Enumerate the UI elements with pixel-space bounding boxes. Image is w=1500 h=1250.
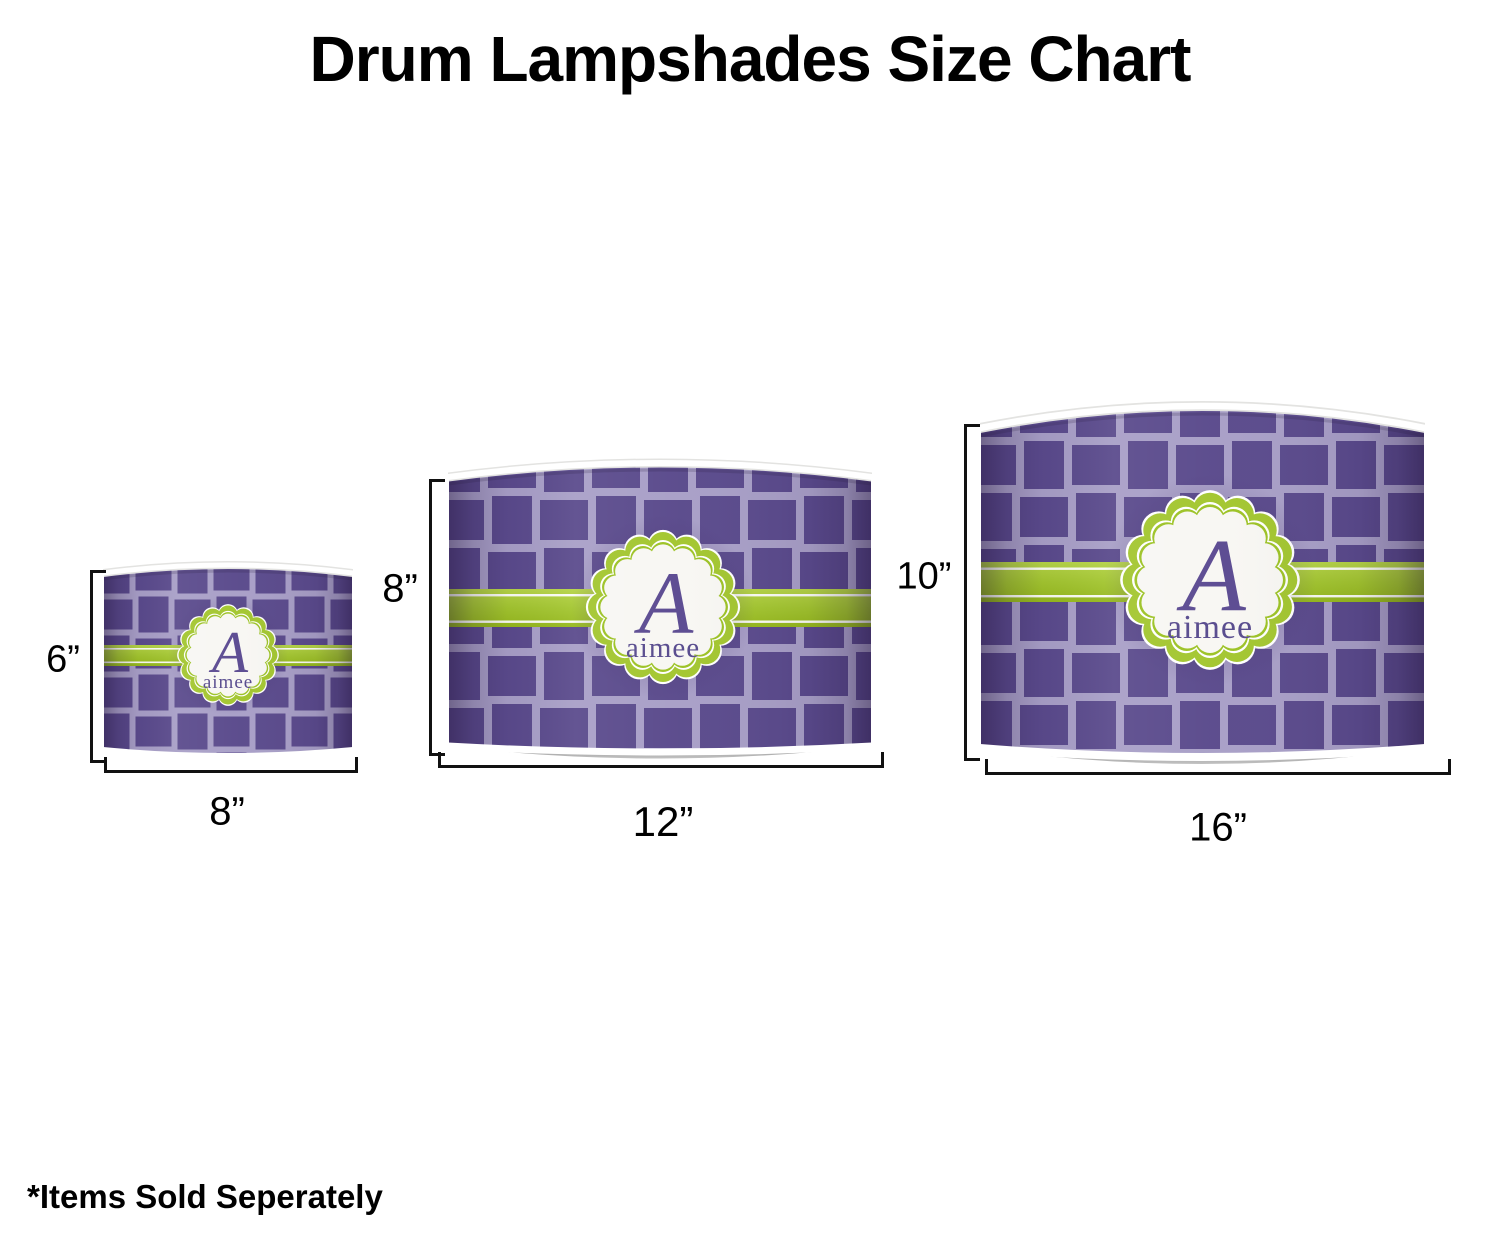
lampshade-medium: A aimee [448, 458, 872, 759]
height-label-small: 6” [46, 638, 80, 681]
inner-shadow [980, 748, 1425, 764]
width-label-large: 16” [1189, 805, 1247, 850]
page-title: Drum Lampshades Size Chart [309, 23, 1192, 95]
lampshade-large: A aimee [980, 401, 1425, 764]
height-bracket-small [90, 570, 106, 763]
width-label-small: 8” [209, 789, 245, 834]
width-label-medium: 12” [632, 798, 694, 845]
width-bracket-small [104, 757, 358, 773]
height-label-large: 10” [896, 555, 952, 598]
height-label-medium: 8” [382, 566, 418, 611]
height-bracket-large [964, 424, 980, 761]
lampshade-small: A aimee [103, 561, 353, 759]
width-bracket-medium [438, 752, 884, 768]
height-bracket-medium [429, 479, 445, 756]
width-bracket-large [985, 759, 1451, 775]
footnote: *Items Sold Seperately [27, 1178, 383, 1215]
